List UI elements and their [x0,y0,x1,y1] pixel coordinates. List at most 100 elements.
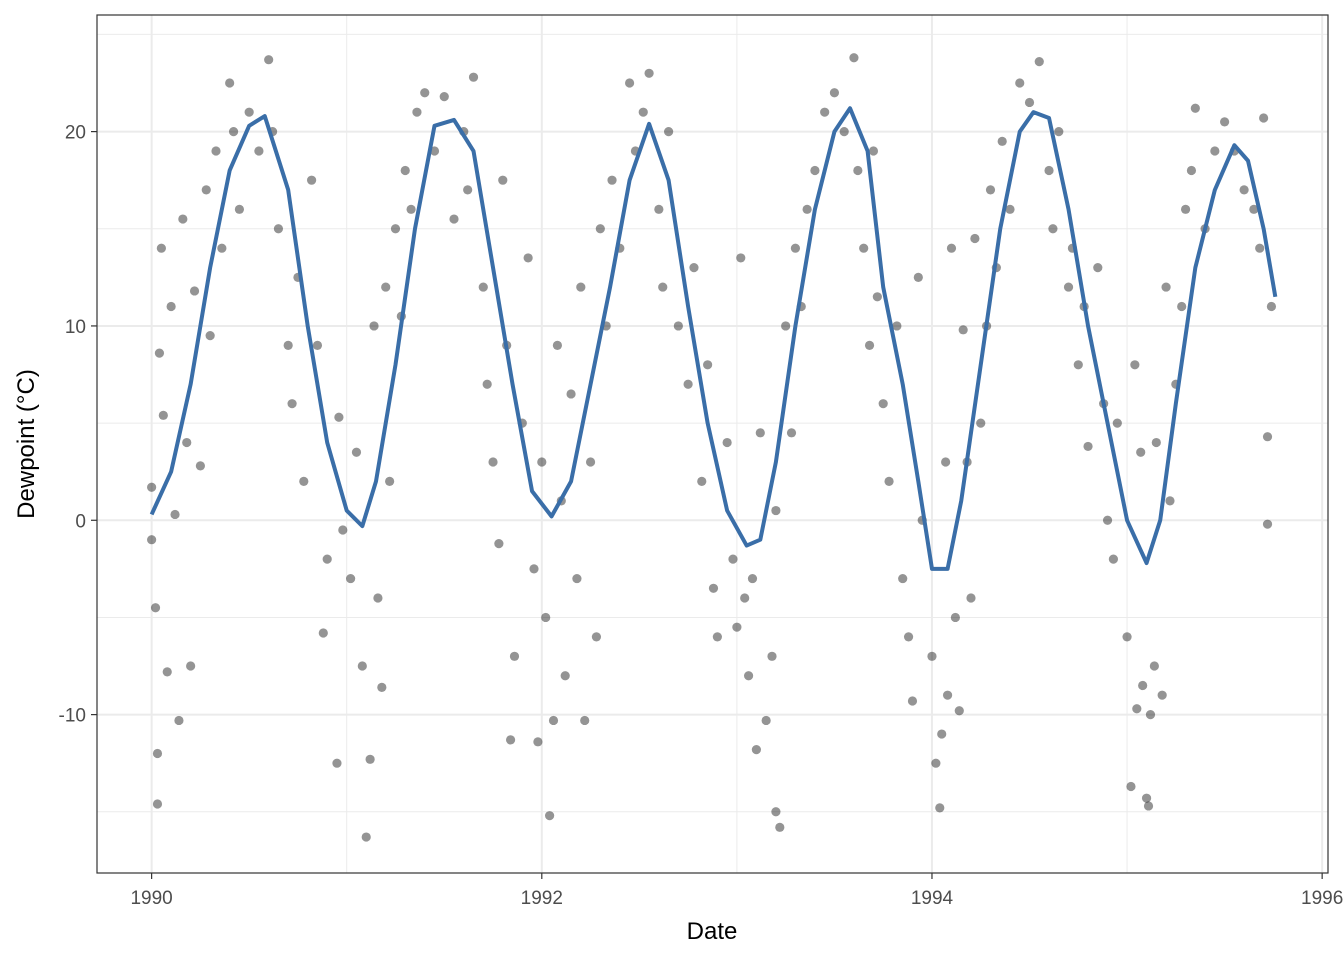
y-tick-label: 0 [75,511,86,532]
data-point [839,127,849,137]
data-point [810,165,820,176]
data-point [332,758,342,768]
data-point [225,78,235,88]
data-point [767,651,777,661]
scatter-points [147,53,1277,842]
data-point [147,482,157,492]
data-point [254,146,264,156]
data-point [997,136,1007,146]
data-point [1138,680,1148,691]
data-point [751,744,761,755]
data-point [287,399,297,409]
x-axis: 1990 1992 1994 1996 [130,873,1343,909]
data-point [178,214,188,224]
data-point [1102,515,1113,525]
data-point [152,748,163,759]
data-point [864,340,875,350]
data-point [747,573,758,584]
data-point [728,554,738,564]
data-point [482,379,492,389]
data-point [644,68,654,78]
y-tick-label: 10 [65,317,86,338]
data-point [878,399,888,409]
data-point [802,204,812,214]
data-point [771,505,781,516]
data-point [365,754,375,764]
data-point [182,437,192,448]
data-point [373,593,383,603]
data-point [201,185,211,195]
data-point [552,340,563,350]
data-point [211,146,221,156]
data-point [820,107,830,117]
data-point [509,651,520,661]
data-point [357,661,367,671]
data-point [318,628,328,638]
data-point [732,622,742,632]
data-point [429,146,440,156]
data-point [545,811,555,821]
data-point [931,758,941,768]
gridlines [97,15,1328,873]
data-point [1073,360,1083,370]
data-point [400,165,410,176]
data-point [884,476,894,487]
data-point [334,412,344,422]
data-point [1130,360,1140,370]
data-point [1151,437,1161,448]
data-point [755,428,765,438]
data-point [853,165,863,176]
data-point [790,243,801,253]
data-point [158,410,168,420]
panel-border [96,14,1329,874]
data-point [950,612,960,623]
data-point [736,253,746,263]
data-point [186,661,196,671]
data-point [1220,117,1230,127]
data-point [937,729,947,739]
data-point [580,715,590,726]
data-point [1149,661,1159,671]
data-point [283,340,293,350]
data-point [771,807,781,817]
data-point [234,204,245,214]
data-point [868,146,879,156]
data-point [927,651,937,661]
data-point [786,428,797,438]
data-point [195,461,205,471]
data-point [1255,243,1265,253]
data-point [1141,793,1152,803]
x-axis-title: Date [687,918,738,945]
data-point [1054,127,1064,137]
data-point [1136,447,1146,457]
data-point [1093,263,1103,273]
data-point [541,612,551,623]
data-point [1177,301,1187,312]
data-point [775,822,785,832]
data-point [244,107,254,117]
data-point [722,437,732,448]
data-point [985,185,996,195]
data-point [205,331,215,341]
data-point [439,92,449,102]
y-tick-label: -10 [59,706,86,727]
data-point [361,832,371,842]
data-point [859,243,869,253]
data-point [683,379,693,389]
data-point [913,272,923,282]
data-point [189,286,200,296]
data-point [346,573,356,584]
data-point [505,735,516,745]
data-point [781,321,791,331]
data-point [1186,165,1197,176]
data-point [338,525,348,535]
data-point [306,175,317,185]
data-point [1190,103,1200,113]
data-point [147,535,157,545]
data-point [703,360,713,370]
data-point [585,457,596,467]
data-point [566,389,576,399]
data-point [1180,204,1191,214]
data-point [170,509,180,520]
